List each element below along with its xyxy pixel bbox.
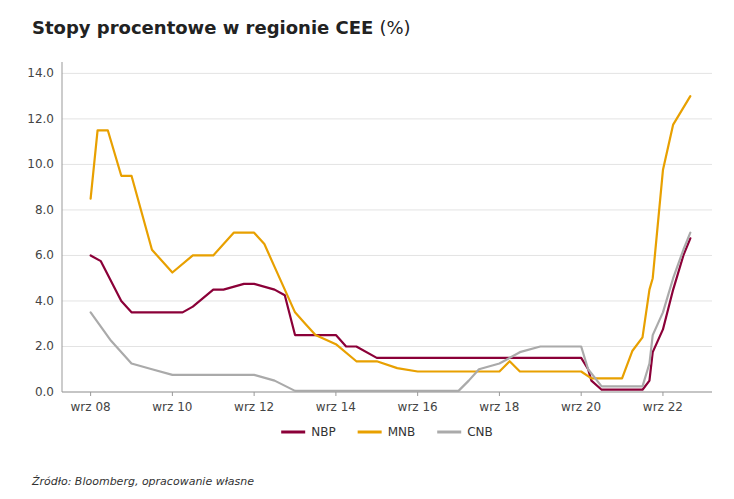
legend-label: MNB xyxy=(388,425,416,439)
x-tick xyxy=(90,392,91,396)
grid-line xyxy=(62,255,712,256)
series-line xyxy=(91,96,691,378)
title: Stopy procentowe w regionie CEE (%) xyxy=(32,17,411,38)
grid-line xyxy=(62,300,712,301)
grid-line xyxy=(62,346,712,347)
x-tick xyxy=(662,392,663,396)
x-tick-label: wrz 10 xyxy=(152,400,192,414)
x-tick xyxy=(335,392,336,396)
x-tick-label: wrz 16 xyxy=(398,400,438,414)
chart: Stopy procentowe w regionie CEE (%) 0.0 2.0… xyxy=(0,0,734,499)
x-tick xyxy=(172,392,173,396)
y-tick-label: 14.0 xyxy=(27,66,54,80)
x-tick-label: wrz 20 xyxy=(561,400,601,414)
y-tick-label: 2.0 xyxy=(35,339,54,353)
x-tick xyxy=(581,392,582,396)
x-tick-label: wrz 08 xyxy=(71,400,111,414)
legend-swatch xyxy=(281,431,305,434)
x-tick xyxy=(254,392,255,396)
x-tick-label: wrz 22 xyxy=(643,400,683,414)
x-tick-label: wrz 18 xyxy=(479,400,519,414)
x-tick-label: wrz 12 xyxy=(234,400,274,414)
y-tick-label: 10.0 xyxy=(27,157,54,171)
legend-label: NBP xyxy=(311,425,335,439)
legend-swatch xyxy=(437,431,461,434)
y-tick-label: 0.0 xyxy=(35,385,54,399)
legend-swatch xyxy=(358,431,382,434)
y-tick-label: 12.0 xyxy=(27,112,54,126)
grid-line xyxy=(62,164,712,165)
legend: NBP MNB CNB xyxy=(281,425,493,439)
y-axis xyxy=(62,62,63,392)
grid-line xyxy=(62,118,712,119)
x-tick-label: wrz 14 xyxy=(316,400,356,414)
lines xyxy=(91,96,691,391)
grid-line xyxy=(62,209,712,210)
grid-line xyxy=(62,73,712,74)
x-tick xyxy=(417,392,418,396)
grid xyxy=(62,73,712,392)
title-unit: (%) xyxy=(379,17,410,38)
title-main: Stopy procentowe w regionie CEE xyxy=(32,17,373,38)
legend-label: CNB xyxy=(467,425,493,439)
source-note: Źródło: Bloomberg, opracowanie własne xyxy=(31,475,254,488)
x-tick xyxy=(499,392,500,396)
series-line xyxy=(91,238,691,389)
y-tick-label: 8.0 xyxy=(35,203,54,217)
y-tick-label: 4.0 xyxy=(35,294,54,308)
background xyxy=(0,0,734,499)
y-tick-label: 6.0 xyxy=(35,248,54,262)
series-line xyxy=(91,233,691,391)
